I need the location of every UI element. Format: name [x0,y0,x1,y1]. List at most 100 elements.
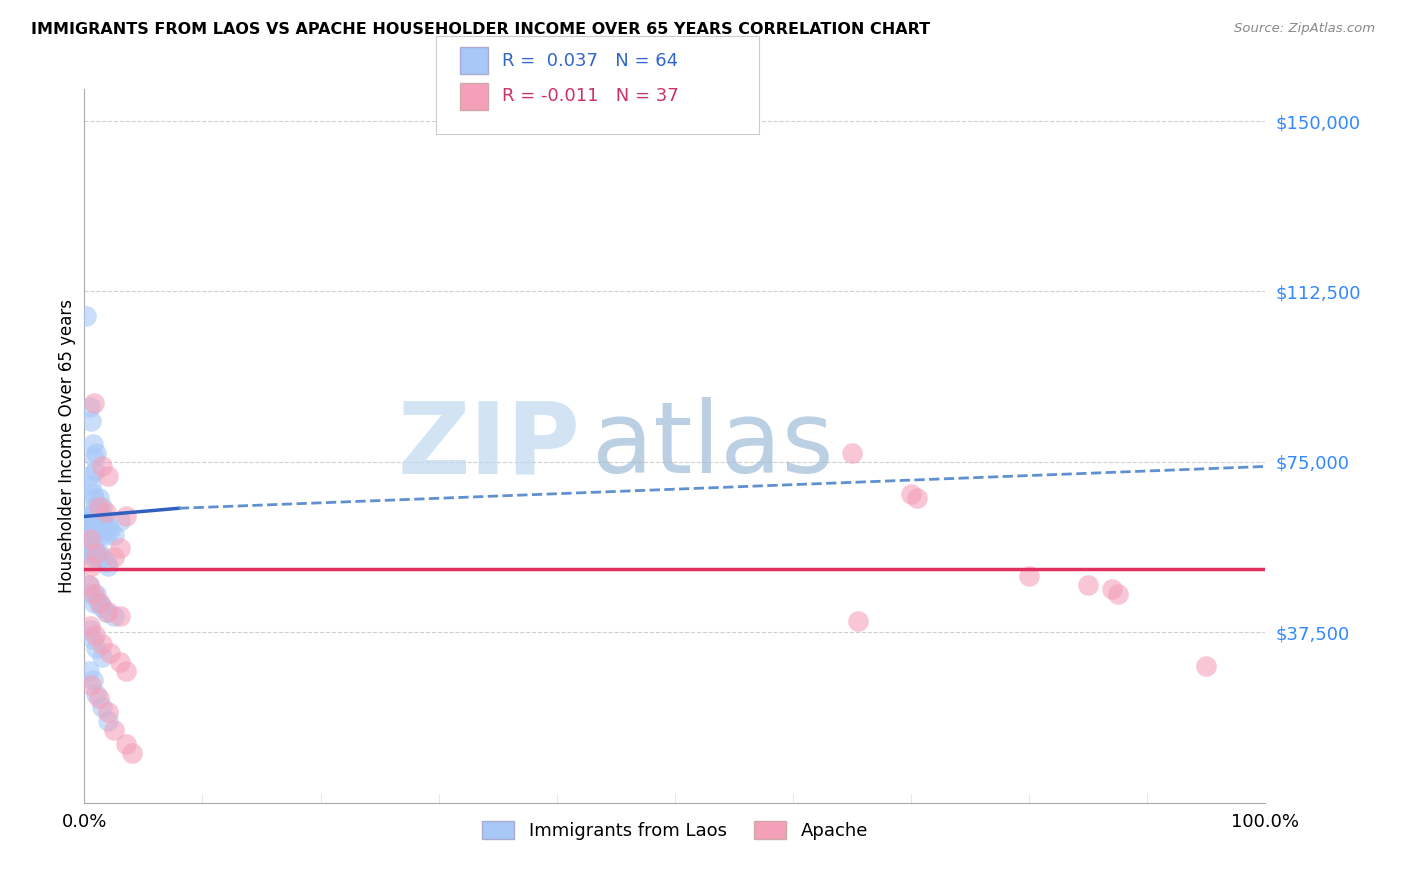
Point [103,609,125,624]
Point [89,596,111,610]
Point [97,518,120,533]
Point [77,577,100,591]
Point [87,546,110,560]
Point [846,614,869,628]
Text: Source: ZipAtlas.com: Source: ZipAtlas.com [1234,22,1375,36]
Point [97,559,120,574]
Point [114,737,136,751]
Point [77,537,100,551]
Point [98,646,121,660]
Text: R = -0.011   N = 37: R = -0.011 N = 37 [502,87,679,105]
Point [84,464,107,478]
Point [84,687,107,701]
Point [900,487,922,501]
Point [905,491,928,506]
Point [1018,568,1040,582]
Point [98,523,121,537]
Point [108,514,131,528]
Point [77,664,100,678]
Point [1077,577,1099,591]
Point [82,436,104,450]
Point [84,587,107,601]
Point [97,468,120,483]
Point [94,605,117,619]
Point [80,509,103,524]
Point [84,505,107,519]
Point [83,396,105,410]
Point [87,596,110,610]
Point [80,559,103,574]
Point [84,500,107,515]
Point [80,414,103,428]
Point [83,587,105,601]
Point [84,523,107,537]
Point [82,514,104,528]
Text: ZIP: ZIP [398,398,581,494]
Point [83,491,105,506]
Point [91,459,114,474]
Point [84,641,107,656]
Point [80,477,103,491]
Point [83,541,105,556]
Point [108,541,131,556]
Point [83,518,105,533]
Point [79,618,101,632]
Point [91,550,114,565]
Point [114,664,136,678]
Point [82,550,104,565]
Point [80,587,103,601]
Point [82,487,104,501]
Point [108,655,131,669]
Point [77,514,100,528]
Y-axis label: Householder Income Over 65 years: Householder Income Over 65 years [58,299,76,593]
Point [97,714,120,728]
Point [82,632,104,647]
Point [91,500,114,515]
Point [79,541,101,556]
Point [91,518,114,533]
Point [89,527,111,541]
Point [84,514,107,528]
Point [79,623,101,637]
Point [84,446,107,460]
Point [108,609,131,624]
Point [97,605,120,619]
Point [79,532,101,546]
Text: IMMIGRANTS FROM LAOS VS APACHE HOUSEHOLDER INCOME OVER 65 YEARS CORRELATION CHAR: IMMIGRANTS FROM LAOS VS APACHE HOUSEHOLD… [31,22,929,37]
Point [94,527,117,541]
Point [82,673,104,687]
Point [80,678,103,692]
Point [93,523,115,537]
Point [86,518,108,533]
Text: atlas: atlas [592,398,834,494]
Point [103,550,125,565]
Point [97,705,120,719]
Point [114,509,136,524]
Point [91,650,114,665]
Point [87,523,110,537]
Point [91,514,114,528]
Point [1195,659,1218,673]
Point [1101,582,1123,597]
Point [77,577,100,591]
Point [79,518,101,533]
Point [77,509,100,524]
Legend: Immigrants from Laos, Apache: Immigrants from Laos, Apache [474,814,876,847]
Point [103,527,125,541]
Point [84,627,107,641]
Point [77,468,100,483]
Point [94,505,117,519]
Point [1107,587,1129,601]
Point [87,500,110,515]
Point [84,546,107,560]
Point [103,723,125,737]
Point [841,446,863,460]
Point [84,550,107,565]
Point [77,532,100,546]
Point [75,310,97,324]
Point [91,700,114,714]
Point [87,691,110,706]
Point [90,509,112,524]
Point [121,746,143,760]
Point [80,546,103,560]
